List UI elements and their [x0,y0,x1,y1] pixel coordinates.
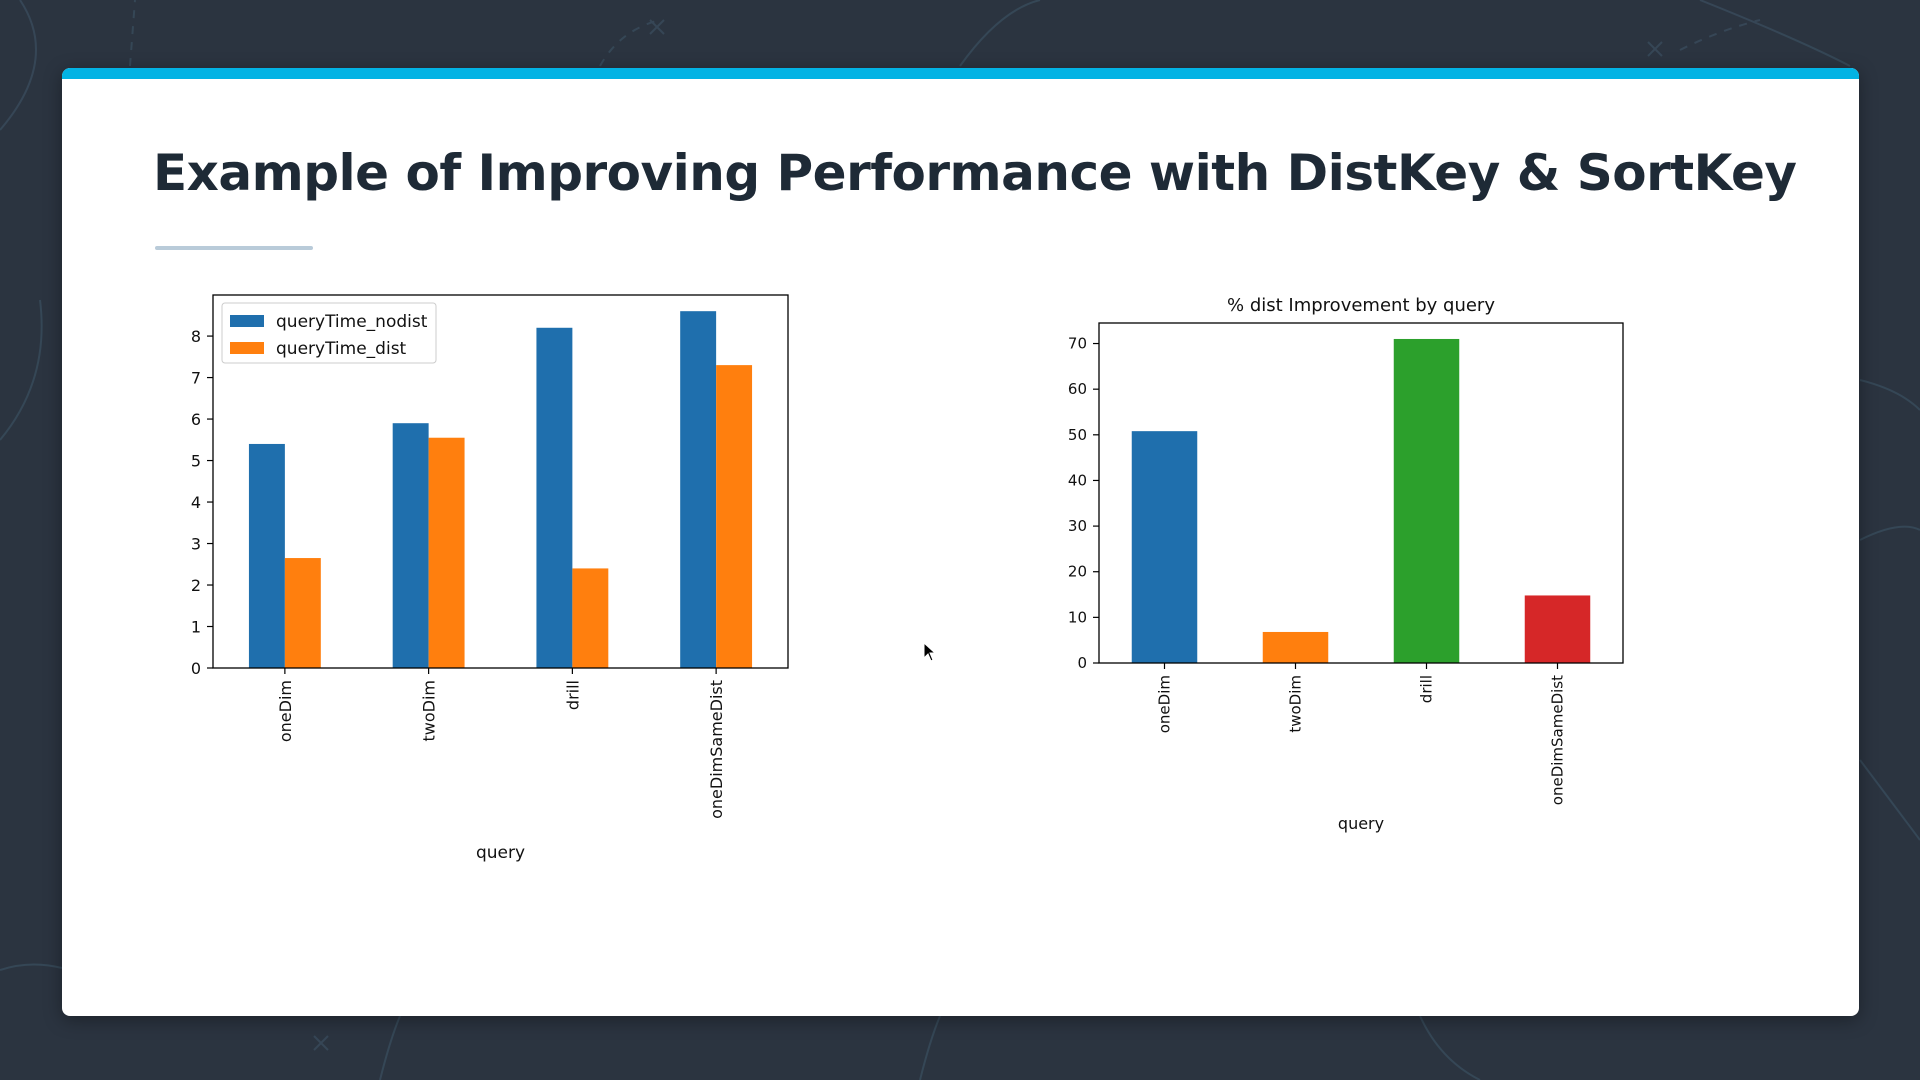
slide-card: Example of Improving Performance with Di… [62,68,1859,1016]
y-tick-label: 60 [1068,380,1087,398]
y-tick-label: 30 [1068,517,1087,535]
improvement-bar-chart: 0 10 20 30 40 50 60 70 oneDim twoDim drill oneDimSa… [1068,295,1624,833]
legend-swatch-queryTime_nodist [230,315,264,327]
chart-title: % dist Improvement by query [1227,295,1495,316]
legend-label: queryTime_nodist [276,312,428,332]
y-tick-label: 0 [1077,654,1087,672]
slide-title: Example of Improving Performance with Di… [153,144,1797,202]
y-tick-label: 50 [1068,426,1087,444]
bar-queryTime_dist-drill [572,568,609,668]
y-tick-label: 5 [191,452,201,471]
x-tick-label: oneDimSameDist [1549,675,1567,805]
y-tick-label: 70 [1068,335,1087,353]
y-tick-label: 2 [191,576,201,595]
legend-label: queryTime_dist [276,339,407,359]
x-tick-label: oneDim [276,680,295,742]
bar-queryTime_dist-oneDimSameDist [716,365,753,668]
x-tick-label: drill [563,680,582,710]
bar-queryTime_nodist-twoDim [392,423,429,668]
grouped-bar-chart: 0 1 2 3 4 5 6 7 8 oneDim twoDim drill oneDimSameDist… [191,294,789,863]
x-tick-label: twoDim [1287,675,1305,733]
x-axis-label: query [476,843,525,863]
y-tick-label: 10 [1068,608,1087,626]
x-tick-label: oneDim [1156,675,1174,733]
bar-oneDim [1131,431,1198,663]
y-tick-label: 20 [1068,563,1087,581]
y-tick-label: 8 [191,327,201,346]
slide-accent-bar [62,68,1859,79]
x-tick-label: twoDim [420,680,439,742]
x-tick-label: drill [1418,675,1436,703]
y-tick-label: 1 [191,618,201,637]
bar-queryTime_dist-oneDim [284,558,321,668]
bar-queryTime_dist-twoDim [428,437,465,668]
bar-queryTime_nodist-drill [536,327,573,668]
y-tick-label: 0 [191,659,201,678]
bar-queryTime_nodist-oneDimSameDist [680,311,717,668]
x-axis-label: query [1338,814,1384,833]
legend-box [221,302,437,364]
mouse-cursor-icon [923,642,937,662]
bar-twoDim [1262,631,1329,663]
legend-swatch-queryTime_dist [230,342,264,354]
y-tick-label: 6 [191,410,201,429]
x-tick-label: oneDimSameDist [707,680,726,819]
plot-frame [1098,322,1624,664]
y-tick-label: 3 [191,535,201,554]
y-tick-label: 7 [191,369,201,388]
y-tick-label: 4 [191,493,201,512]
title-underline [155,246,313,250]
bar-queryTime_nodist-oneDim [248,443,285,668]
plot-frame [212,294,789,669]
bar-oneDimSameDist [1524,595,1591,663]
bar-drill [1393,338,1460,663]
y-tick-label: 40 [1068,471,1087,489]
